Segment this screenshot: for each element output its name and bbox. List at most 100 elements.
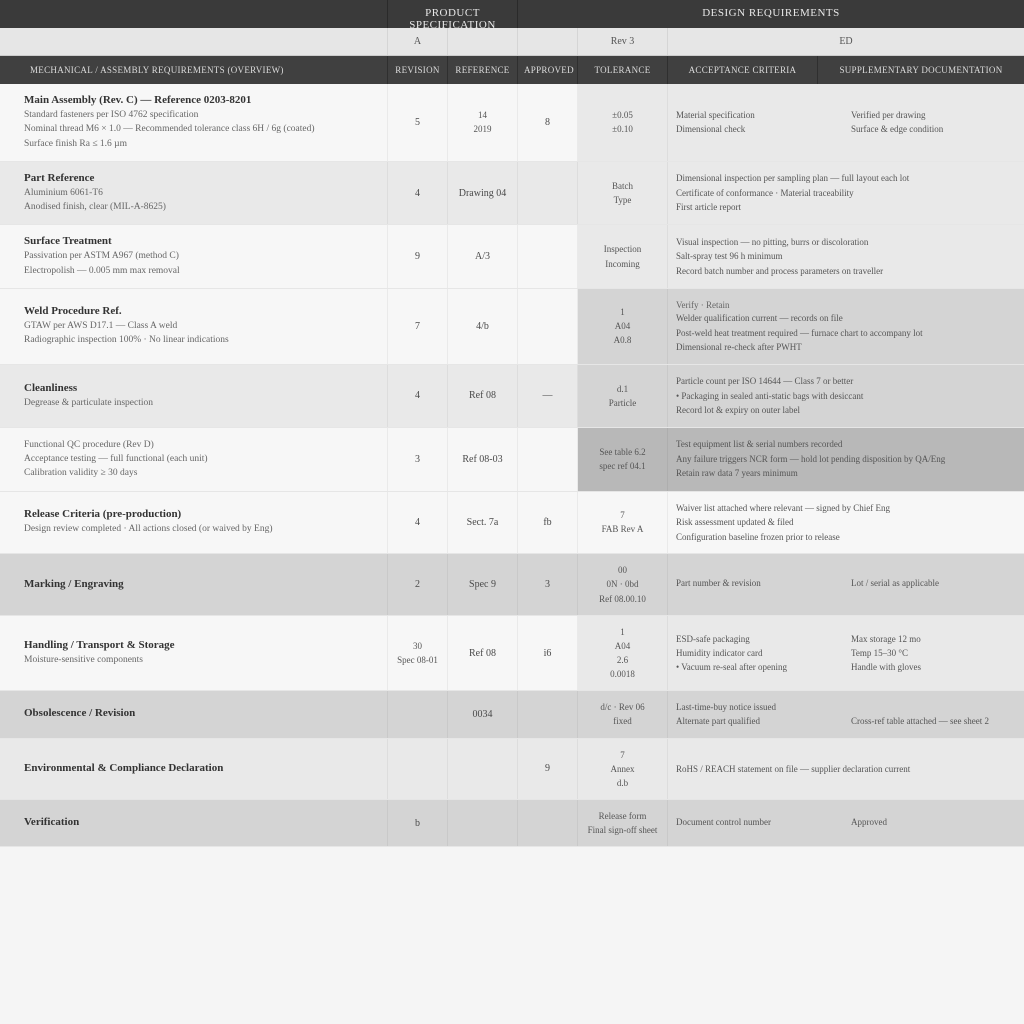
row-notes-cell: RoHS / REACH statement on file — supplie…	[668, 739, 1024, 799]
subheader-c5: Rev 3	[578, 28, 668, 55]
row-title: Release Criteria (pre-production)	[24, 508, 379, 520]
row-note-item: Max storage 12 mo	[851, 633, 1016, 645]
row-notes-list: Test equipment list & serial numbers rec…	[676, 438, 1016, 480]
row-subline: Functional QC procedure (Rev D)	[24, 438, 379, 452]
row-metric-c2: 5	[388, 84, 448, 161]
row-metric-c2: 4	[388, 365, 448, 427]
row-note-item: Verified per drawing	[851, 109, 1016, 121]
colhead-c6: ACCEPTANCE CRITERIA	[668, 56, 818, 84]
row-metric-c4	[518, 428, 578, 491]
column-header-row: MECHANICAL / ASSEMBLY REQUIREMENTS (OVER…	[0, 56, 1024, 84]
specification-table-page: PRODUCT SPECIFICATION DESIGN REQUIREMENT…	[0, 0, 1024, 1024]
row-subline: Electropolish — 0.005 mm max removal	[24, 264, 379, 278]
row-metric-c4: 9	[518, 739, 578, 799]
row-metric-c2: 9	[388, 225, 448, 288]
row-tolerance-cell: Release formFinal sign-off sheet	[578, 800, 668, 846]
row-notes-cell: Test equipment list & serial numbers rec…	[668, 428, 1024, 491]
row-description-cell: Handling / Transport & Storage Moisture-s…	[0, 616, 388, 691]
row-metric-c2: 2	[388, 554, 448, 614]
row-subline: Surface finish Ra ≤ 1.6 µm	[24, 137, 379, 151]
row-metric-c2	[388, 739, 448, 799]
row-metric-c4: 8	[518, 84, 578, 161]
row-notes-grid: Material specificationVerified per drawi…	[676, 109, 1016, 135]
row-tolerance-cell: ±0.05±0.10	[578, 84, 668, 161]
row-notes-cell: Verify · RetainWelder qualification curr…	[668, 289, 1024, 364]
row-notes-grid: Part number & revisionLot / serial as ap…	[676, 577, 1016, 591]
row-notes-list: Waiver list attached where relevant — si…	[676, 502, 1016, 544]
row-notes-cell: Waiver list attached where relevant — si…	[668, 492, 1024, 554]
table-row: Handling / Transport & Storage Moisture-s…	[0, 616, 1024, 692]
row-note-item: Part number & revision	[676, 577, 841, 589]
row-description-cell: Main Assembly (Rev. C) — Reference 0203-…	[0, 84, 388, 161]
table-row: Weld Procedure Ref.GTAW per AWS D17.1 — …	[0, 289, 1024, 365]
row-note-item: Risk assessment updated & filed	[676, 516, 1016, 529]
row-notes-cell: Last-time-buy notice issuedAlternate par…	[668, 691, 1024, 737]
table-row: Release Criteria (pre-production)Design …	[0, 492, 1024, 555]
row-subline: Moisture-sensitive components	[24, 653, 379, 667]
row-note-item: Cross-ref table attached — see sheet 2	[851, 715, 1016, 727]
row-note-item: • Packaging in sealed anti-static bags w…	[676, 390, 1016, 403]
row-note-item: Salt-spray test 96 h minimum	[676, 250, 1016, 263]
row-title: Part Reference	[24, 172, 379, 184]
row-note-item: Certificate of conformance · Material tr…	[676, 187, 1016, 200]
row-subline: Degrease & particulate inspection	[24, 396, 379, 410]
colhead-c2: REVISION	[388, 56, 448, 84]
row-note-item: RoHS / REACH statement on file — supplie…	[676, 763, 1016, 776]
table-row: Environmental & Compliance Declaration 97…	[0, 739, 1024, 800]
row-note-item: Surface & edge condition	[851, 123, 1016, 135]
row-note-item: Last-time-buy notice issued	[676, 701, 841, 713]
row-notes-cell: Visual inspection — no pitting, burrs or…	[668, 225, 1024, 288]
subheader-c2: A	[388, 28, 448, 55]
row-notes-prefix: Verify · Retain	[676, 299, 1016, 313]
subheader-c6: ED	[668, 28, 1024, 55]
row-note-item: Any failure triggers NCR form — hold lot…	[676, 453, 1016, 466]
row-metric-c4	[518, 800, 578, 846]
row-title: Environmental & Compliance Declaration	[24, 762, 379, 774]
table-row: Main Assembly (Rev. C) — Reference 0203-…	[0, 84, 1024, 162]
row-metric-c3: Ref 08	[448, 616, 518, 691]
row-subline: Radiographic inspection 100% · No linear…	[24, 333, 379, 347]
row-metric-c2: 4	[388, 162, 448, 225]
tab-header-row: PRODUCT SPECIFICATION DESIGN REQUIREMENT…	[0, 0, 1024, 28]
row-metric-c4: fb	[518, 492, 578, 554]
row-notes-grid: Last-time-buy notice issuedAlternate par…	[676, 701, 1016, 727]
row-title: Handling / Transport & Storage	[24, 639, 379, 651]
row-description-cell: Obsolescence / Revision	[0, 691, 388, 737]
row-subline: Aluminium 6061-T6	[24, 186, 379, 200]
row-metric-c2: 30Spec 08-01	[388, 616, 448, 691]
row-metric-c2: b	[388, 800, 448, 846]
row-note-item: Welder qualification current — records o…	[676, 312, 1016, 325]
row-note-item: Dimensional inspection per sampling plan…	[676, 172, 1016, 185]
table-row: Marking / Engraving2Spec 93000N · 0bdRef…	[0, 554, 1024, 615]
row-notes-list: Welder qualification current — records o…	[676, 312, 1016, 354]
row-notes-list: Visual inspection — no pitting, burrs or…	[676, 236, 1016, 278]
row-notes-cell: Material specificationVerified per drawi…	[668, 84, 1024, 161]
colhead-c7: SUPPLEMENTARY DOCUMENTATION	[818, 56, 1024, 84]
row-tolerance-cell: d.1Particle	[578, 365, 668, 427]
row-note-item: Record lot & expiry on outer label	[676, 404, 1016, 417]
row-notes-grid: Document control numberApproved	[676, 816, 1016, 830]
row-tolerance-cell: 7Annexd.b	[578, 739, 668, 799]
row-note-item: Configuration baseline frozen prior to r…	[676, 531, 1016, 544]
row-note-item: Approved	[851, 816, 1016, 828]
row-note-item: Retain raw data 7 years minimum	[676, 467, 1016, 480]
row-description-cell: Environmental & Compliance Declaration	[0, 739, 388, 799]
row-note-item: Post-weld heat treatment required — furn…	[676, 327, 1016, 340]
row-metric-c4	[518, 162, 578, 225]
table-row: Part ReferenceAluminium 6061-T6Anodised …	[0, 162, 1024, 226]
row-note-item: • Vacuum re-seal after opening	[676, 661, 841, 673]
row-notes-cell: Particle count per ISO 14644 — Class 7 o…	[668, 365, 1024, 427]
row-subline: Passivation per ASTM A967 (method C)	[24, 249, 379, 263]
row-note-item: Dimensional check	[676, 123, 841, 135]
table-row: Surface TreatmentPassivation per ASTM A9…	[0, 225, 1024, 289]
row-description-cell: Surface TreatmentPassivation per ASTM A9…	[0, 225, 388, 288]
row-tolerance-cell: 1A042.60.0018	[578, 616, 668, 691]
row-notes-list: Particle count per ISO 14644 — Class 7 o…	[676, 375, 1016, 417]
row-note-item: Record batch number and process paramete…	[676, 265, 1016, 278]
row-note-item: Particle count per ISO 14644 — Class 7 o…	[676, 375, 1016, 388]
row-title: Cleanliness	[24, 382, 379, 394]
row-note-item	[851, 701, 1016, 713]
row-metric-c3: 0034	[448, 691, 518, 737]
row-description-cell: Weld Procedure Ref.GTAW per AWS D17.1 — …	[0, 289, 388, 364]
row-subline: Acceptance testing — full functional (ea…	[24, 452, 379, 466]
